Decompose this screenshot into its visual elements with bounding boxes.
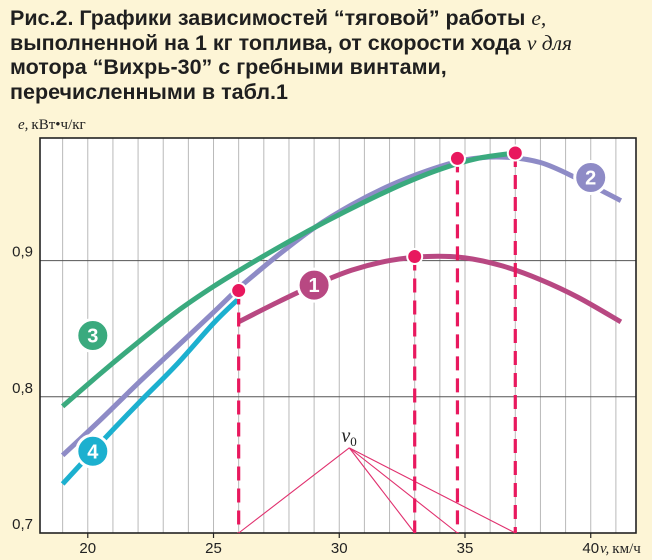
v0-label: v0 [341,425,356,449]
title-line-2: выполненной на 1 кг топлива, от скорости… [10,30,527,55]
series-badge-4 [75,433,111,469]
optimum-point [406,248,424,265]
plot-frame [39,137,637,534]
title-line-1: Рис.2. Графики зависимостей “тяговой” ра… [10,6,532,30]
title-line-4: перечисленными в табл.1 [10,79,288,104]
title-line-3: мотора “Вихрь-30” с гребными винтами, [10,55,447,79]
figure-title: Рис.2. Графики зависимостей “тяговой” ра… [10,6,646,104]
series-badge-label-1: 1 [309,275,320,297]
construction-ray [348,447,416,534]
series-badge-label-2: 2 [585,168,596,190]
plot-background [40,138,636,533]
x-tick-label: 35 [457,540,474,557]
x-tick-label: 40 [582,540,599,557]
y-tick-label: 0,7 [12,516,33,533]
title-var-e: e, [531,6,547,30]
series-badge-2 [573,160,609,195]
y-tick-label: 0,8 [12,380,33,397]
construction-ray [349,447,516,534]
series-badge-label-3: 3 [87,326,98,348]
y-tick-label: 0,9 [12,244,33,261]
x-axis-label: v, км/ч [600,541,641,557]
x-tick-label: 30 [331,540,348,557]
series-line-3 [60,150,516,409]
x-tick-label: 25 [205,540,222,557]
title-var-v: v для [526,30,573,55]
series-line-2-lower [60,286,241,458]
optimum-point [506,144,524,162]
v0-label-sub: 0 [350,434,357,449]
optimum-point [448,149,466,167]
series-badge-label-4: 4 [87,441,99,463]
construction-ray [348,447,458,534]
x-tick-label: 20 [79,540,96,557]
optimum-point [230,282,248,300]
series-badge-1 [296,267,332,303]
v0-label-main: v [341,425,350,447]
construction-ray [238,447,350,534]
y-axis-label: e, кВт•ч/кг [18,117,86,133]
series-badge-3 [75,318,111,353]
plot-area: 20 25 30 35 40 0,7 0,8 0,9 v0 1 2 3 4 [12,137,637,557]
